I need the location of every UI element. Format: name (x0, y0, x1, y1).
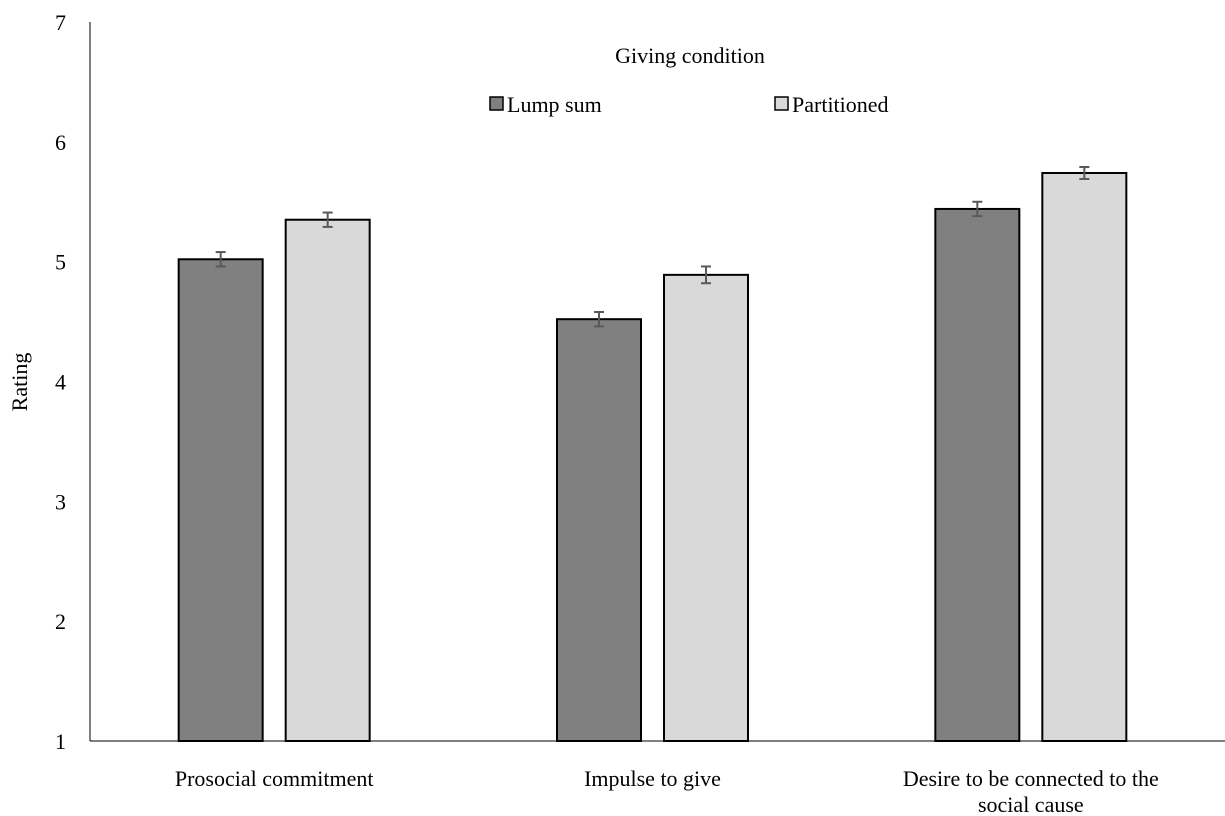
x-tick-label: Impulse to give (584, 766, 721, 791)
error-bar (1079, 165, 1090, 180)
bar-lump-sum (177, 258, 264, 742)
x-axis-tick-labels: Prosocial commitment Impulse to give Desir… (175, 766, 1159, 816)
bar-lump-sum (556, 318, 642, 742)
error-bar (215, 251, 226, 268)
bar-lump-sum (934, 207, 1021, 742)
legend-item: Partitioned (774, 92, 889, 117)
y-tick-label: 5 (55, 250, 66, 275)
legend-swatch (774, 96, 789, 111)
x-tick-label: Prosocial commitment (175, 766, 374, 791)
error-bars (215, 165, 1090, 328)
error-bar (972, 200, 983, 218)
error-bar (322, 211, 333, 228)
bars (177, 171, 1128, 743)
x-tick-label: Desire to be connected to the social caus… (903, 766, 1159, 816)
y-tick-label: 4 (55, 370, 66, 395)
y-tick-label: 6 (55, 130, 66, 155)
error-bar (701, 265, 711, 285)
y-axis-label: Rating (7, 353, 32, 412)
legend: Lump sum Partitioned (489, 92, 889, 117)
legend-swatch (489, 96, 504, 111)
legend-title: Giving condition (615, 43, 765, 68)
y-tick-label: 2 (55, 609, 66, 634)
legend-item: Lump sum (489, 92, 602, 117)
y-tick-label: 3 (55, 489, 66, 514)
y-tick-label: 1 (55, 729, 66, 754)
legend-label: Partitioned (792, 92, 889, 117)
bar-partitioned (663, 273, 749, 742)
error-bar (594, 310, 604, 328)
y-tick-label: 7 (55, 10, 66, 35)
legend-label: Lump sum (507, 92, 602, 117)
bar-partitioned (284, 218, 371, 743)
y-axis-ticks: 1 2 3 4 5 6 7 (55, 10, 66, 754)
bar-partitioned (1041, 171, 1128, 743)
